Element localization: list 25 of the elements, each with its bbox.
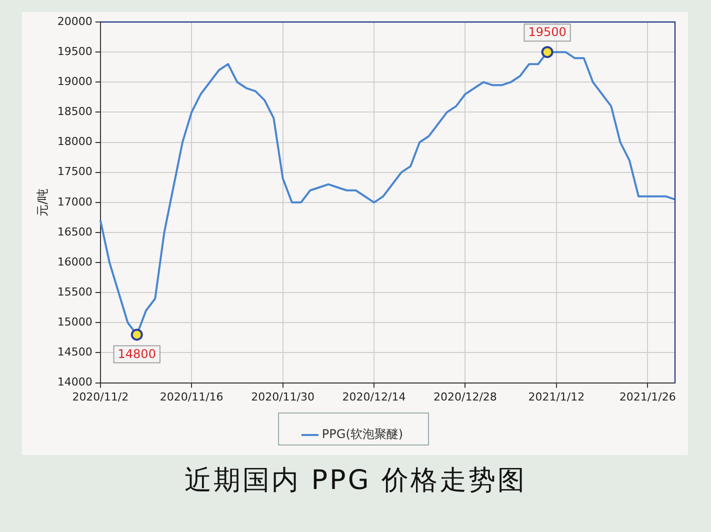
text: 近期国内 PPG 价格走势图 xyxy=(184,464,528,498)
data-label: 19500 xyxy=(528,25,566,40)
y-tick-label: 16500 xyxy=(57,225,92,238)
y-tick-label: 15000 xyxy=(57,316,92,329)
y-tick-label: 16000 xyxy=(57,255,92,268)
y-tick-label: 17500 xyxy=(57,165,92,178)
y-tick-label: 15500 xyxy=(57,285,92,298)
legend-label: PPG(软泡聚醚) xyxy=(322,427,404,442)
y-tick-label: 14000 xyxy=(57,376,92,389)
y-tick-label: 20000 xyxy=(57,14,92,28)
data-label: 14800 xyxy=(118,346,156,361)
y-axis-title: 元/吨 xyxy=(35,188,50,216)
x-tick-label: 2020/12/28 xyxy=(434,390,497,404)
x-tick-label: 2021/1/26 xyxy=(619,390,676,404)
y-tick-label: 17000 xyxy=(57,195,92,208)
x-tick-label: 2020/12/14 xyxy=(342,390,406,404)
y-tick-label: 18500 xyxy=(57,105,92,118)
y-tick-label: 19500 xyxy=(57,44,92,58)
x-tick-label: 2020/11/2 xyxy=(72,390,129,404)
x-tick-label: 2020/11/30 xyxy=(251,390,315,404)
y-tick-label: 14500 xyxy=(57,346,92,359)
y-tick-label: 19000 xyxy=(57,74,92,88)
x-tick-label: 2020/11/16 xyxy=(160,390,224,404)
y-tick-label: 18000 xyxy=(57,135,92,148)
x-tick-label: 2021/1/12 xyxy=(528,390,585,404)
